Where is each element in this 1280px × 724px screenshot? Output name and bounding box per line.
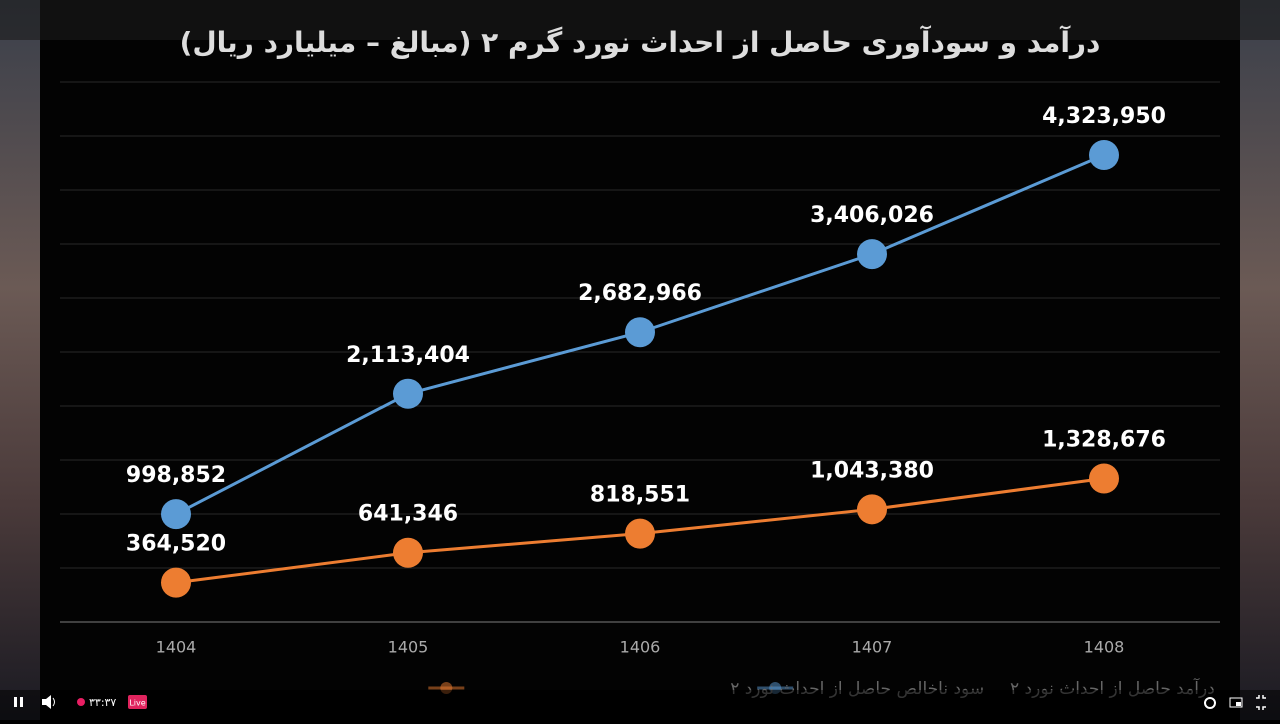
fullscreen-button[interactable] xyxy=(1256,695,1266,710)
settings-button[interactable] xyxy=(1204,697,1216,709)
live-label: Live xyxy=(129,699,145,708)
data-label: 1,328,676 xyxy=(1042,428,1166,453)
data-label: 364,520 xyxy=(126,532,226,557)
data-point xyxy=(857,494,887,525)
data-label: 3,406,026 xyxy=(810,203,934,228)
data-label: 818,551 xyxy=(590,483,690,508)
data-label: 4,323,950 xyxy=(1042,104,1166,129)
data-point xyxy=(393,378,423,409)
volume-button[interactable] xyxy=(42,695,55,709)
live-badge xyxy=(128,695,147,709)
data-point xyxy=(625,317,655,348)
x-tick-label: 1405 xyxy=(388,638,429,657)
live-dot xyxy=(77,698,85,706)
top-bar xyxy=(0,0,1280,40)
data-label: 1,043,380 xyxy=(810,458,934,483)
chart-title: درآمد و سودآوری حاصل از احداث نورد گرم ۲… xyxy=(180,25,1101,59)
data-point xyxy=(161,499,191,530)
data-point xyxy=(857,239,887,270)
data-label: 998,852 xyxy=(126,463,226,488)
x-tick-label: 1406 xyxy=(620,638,661,657)
pause-button[interactable] xyxy=(14,697,23,707)
controls-bar xyxy=(0,690,1280,720)
data-label: 641,346 xyxy=(358,502,458,527)
data-point xyxy=(1089,140,1119,171)
data-point xyxy=(393,537,423,568)
time: ۳۳:۳۷ xyxy=(89,696,116,709)
background-right xyxy=(1240,0,1280,720)
data-label: 2,113,404 xyxy=(346,343,470,368)
x-tick-label: 1407 xyxy=(852,638,893,657)
x-tick-label: 1408 xyxy=(1084,638,1125,657)
x-tick-label: 1404 xyxy=(156,638,197,657)
data-point xyxy=(161,567,191,598)
plot: 1404 1405 1406 1407 1408 998,852 2,113,404 2,68… xyxy=(60,81,1220,699)
pip-button[interactable] xyxy=(1229,697,1243,708)
data-label: 2,682,966 xyxy=(578,281,702,306)
data-point xyxy=(625,518,655,549)
data-point xyxy=(1089,463,1119,494)
background-left xyxy=(0,0,40,720)
